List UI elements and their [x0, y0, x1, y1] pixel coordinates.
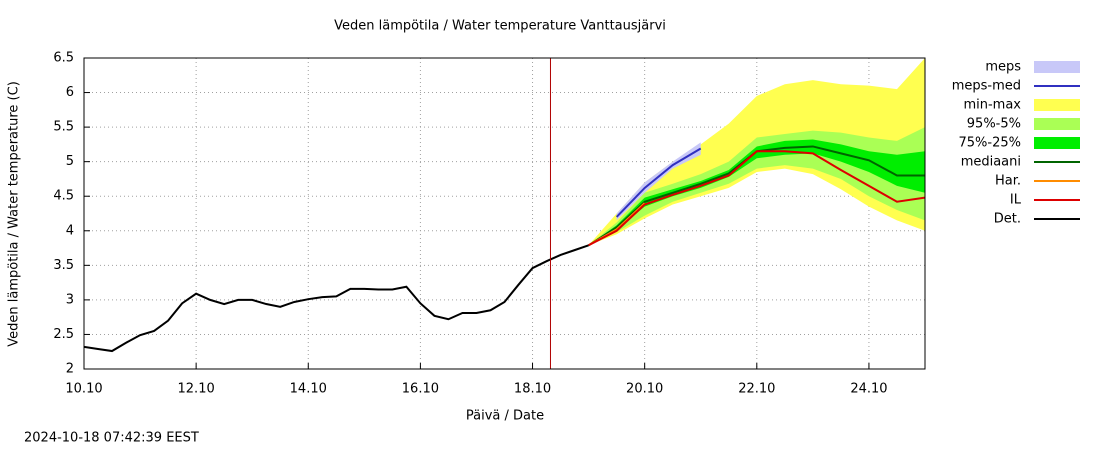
legend-label: IL — [1010, 193, 1022, 208]
legend-label: meps-med — [952, 79, 1021, 94]
plot-frame — [83, 57, 926, 370]
legend-label: Har. — [995, 174, 1021, 189]
line — [588, 150, 925, 247]
y-tick-label: 4.5 — [53, 189, 74, 204]
legend-label: 95%-5% — [967, 117, 1021, 132]
legend-label: Det. — [994, 212, 1021, 227]
legend-swatch — [1034, 61, 1080, 73]
y-tick-label: 3.5 — [53, 258, 74, 273]
y-tick-label: 3 — [66, 292, 74, 307]
legend-swatch — [1034, 118, 1080, 130]
legend-swatch — [1034, 99, 1080, 111]
line — [84, 244, 589, 353]
x-axis-label: Päivä / Date — [466, 409, 544, 424]
legend-label: 75%-25% — [959, 136, 1021, 151]
y-tick-label: 6.5 — [53, 51, 74, 66]
chart-title: Veden lämpötila / Water temperature Vant… — [334, 19, 666, 34]
y-axis-label: Veden lämpötila / Water temperature (C) — [7, 81, 22, 347]
timestamp: 2024-10-18 07:42:39 EEST — [24, 431, 199, 446]
x-tick-label: 24.10 — [850, 382, 887, 397]
legend-label: mediaani — [961, 155, 1021, 170]
x-tick-label: 10.10 — [65, 382, 102, 397]
legend-label: min-max — [963, 98, 1021, 113]
y-tick-label: 5.5 — [53, 120, 74, 135]
x-tick-label: 22.10 — [738, 382, 775, 397]
line — [615, 147, 702, 218]
x-tick-label: 20.10 — [626, 382, 663, 397]
y-tick-label: 4 — [66, 223, 74, 238]
y-tick-label: 2 — [66, 362, 74, 377]
legend-label: meps — [985, 60, 1021, 75]
x-tick-label: 16.10 — [402, 382, 439, 397]
x-tick-label: 18.10 — [514, 382, 551, 397]
x-tick-label: 12.10 — [178, 382, 215, 397]
plot-area — [84, 58, 925, 353]
y-tick-label: 2.5 — [53, 327, 74, 342]
legend-swatch — [1034, 137, 1080, 149]
x-tick-label: 14.10 — [290, 382, 327, 397]
y-tick-label: 5 — [66, 154, 74, 169]
y-tick-label: 6 — [66, 85, 74, 100]
